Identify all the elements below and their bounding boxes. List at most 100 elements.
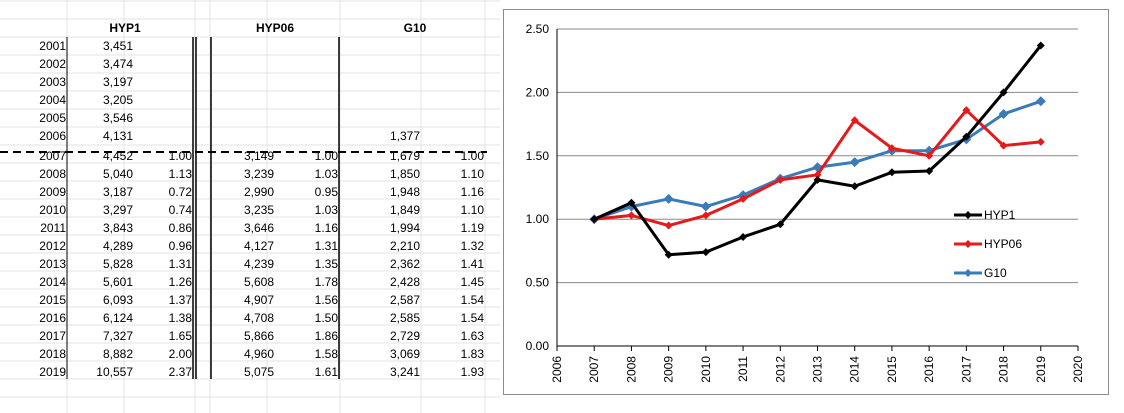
cell-year[interactable]: 2001 [39,39,66,53]
data-point-hyp1[interactable] [627,198,636,207]
cell-hyp06[interactable]: 3,235 [243,203,274,217]
cell-hyp06-ratio[interactable]: 1.03 [314,167,338,181]
cell-hyp1[interactable]: 6,124 [102,311,133,325]
data-point-hyp06[interactable] [813,170,822,179]
cell-hyp06[interactable]: 5,075 [243,365,274,379]
cell-g10-ratio[interactable]: 1.54 [460,293,484,307]
cell-g10-ratio[interactable]: 1.32 [460,239,484,253]
cell-hyp1-ratio[interactable]: 2.00 [168,347,192,361]
cell-hyp1[interactable]: 3,451 [102,39,133,53]
cell-hyp1[interactable]: 3,474 [102,57,133,71]
data-point-g10[interactable] [1035,96,1046,107]
data-point-hyp06[interactable] [627,211,636,220]
cell-hyp06[interactable]: 4,127 [243,239,274,253]
cell-g10-ratio[interactable]: 1.00 [460,149,484,163]
cell-hyp06[interactable]: 3,239 [243,167,274,181]
data-point-hyp06[interactable] [1036,137,1045,146]
data-point-hyp06[interactable] [850,116,859,125]
cell-g10[interactable]: 2,210 [389,239,420,253]
cell-hyp06[interactable]: 3,646 [243,221,274,235]
cell-g10[interactable]: 1,948 [389,185,420,199]
cell-hyp1-ratio[interactable]: 1.26 [168,275,192,289]
cell-g10[interactable]: 2,585 [389,311,420,325]
cell-hyp1[interactable]: 8,882 [102,347,133,361]
cell-hyp1-ratio[interactable]: 0.72 [168,185,192,199]
cell-year[interactable]: 2003 [39,75,66,89]
cell-hyp06-ratio[interactable]: 1.00 [314,149,338,163]
cell-hyp06[interactable]: 5,608 [243,275,274,289]
chart-area[interactable]: 0.00 0.50 1.00 1.50 2.00 2.50 2006 2007 2008 2009… [503,9,1109,395]
data-point-hyp1[interactable] [962,132,971,141]
data-point-hyp06[interactable] [664,221,673,230]
cell-hyp1[interactable]: 3,187 [102,185,133,199]
cell-g10[interactable]: 1,994 [389,221,420,235]
cell-g10[interactable]: 1,377 [389,129,420,143]
cell-hyp06[interactable]: 2,990 [243,185,274,199]
cell-year[interactable]: 2002 [39,57,66,71]
data-point-hyp1[interactable] [701,248,710,257]
cell-hyp1[interactable]: 5,601 [102,275,133,289]
data-point-hyp1[interactable] [813,175,822,184]
data-point-g10[interactable] [663,193,674,204]
cell-hyp06-ratio[interactable]: 1.61 [314,365,338,379]
data-point-hyp1[interactable] [739,232,748,241]
cell-year[interactable]: 2012 [39,239,66,253]
cell-hyp06[interactable]: 4,907 [243,293,274,307]
cell-g10-ratio[interactable]: 1.54 [460,311,484,325]
cell-hyp1[interactable]: 3,197 [102,75,133,89]
data-point-hyp1[interactable] [999,88,1008,97]
cell-hyp06-ratio[interactable]: 1.50 [314,311,338,325]
data-point-g10[interactable] [998,108,1009,119]
cell-year[interactable]: 2013 [39,257,66,271]
cell-g10[interactable]: 1,679 [389,149,420,163]
cell-g10[interactable]: 2,729 [389,329,420,343]
cell-year[interactable]: 2018 [39,347,66,361]
data-point-hyp1[interactable] [925,167,934,176]
cell-hyp1[interactable]: 7,327 [102,329,133,343]
cell-hyp1-ratio[interactable]: 2.37 [168,365,192,379]
cell-g10[interactable]: 1,849 [389,203,420,217]
cell-year[interactable]: 2007 [39,149,66,163]
cell-hyp06-ratio[interactable]: 1.31 [314,239,338,253]
cell-hyp06[interactable]: 3,149 [243,149,274,163]
cell-hyp1[interactable]: 6,093 [102,293,133,307]
data-point-hyp06[interactable] [999,141,1008,150]
cell-g10-ratio[interactable]: 1.83 [460,347,484,361]
cell-hyp06-ratio[interactable]: 1.16 [314,221,338,235]
cell-g10-ratio[interactable]: 1.10 [460,167,484,181]
cell-hyp06[interactable]: 4,960 [243,347,274,361]
cell-hyp1[interactable]: 3,297 [102,203,133,217]
cell-g10[interactable]: 3,069 [389,347,420,361]
cell-year[interactable]: 2010 [39,203,66,217]
cell-hyp06[interactable]: 4,239 [243,257,274,271]
cell-year[interactable]: 2009 [39,185,66,199]
cell-g10-ratio[interactable]: 1.93 [460,365,484,379]
data-point-hyp1[interactable] [776,220,785,229]
data-point-hyp06[interactable] [739,194,748,203]
cell-g10-ratio[interactable]: 1.16 [460,185,484,199]
data-point-g10[interactable] [849,157,860,168]
cell-g10-ratio[interactable]: 1.19 [460,221,484,235]
data-point-g10[interactable] [700,201,711,212]
cell-year[interactable]: 2015 [39,293,66,307]
cell-hyp1-ratio[interactable]: 1.37 [168,293,192,307]
cell-hyp06[interactable]: 4,708 [243,311,274,325]
cell-year[interactable]: 2005 [39,111,66,125]
cell-hyp1[interactable]: 4,452 [102,149,133,163]
cell-hyp1-ratio[interactable]: 0.74 [168,203,192,217]
data-point-hyp1[interactable] [590,215,599,224]
cell-year[interactable]: 2014 [39,275,66,289]
cell-hyp06-ratio[interactable]: 0.95 [314,185,338,199]
cell-hyp06-ratio[interactable]: 1.86 [314,329,338,343]
cell-hyp1-ratio[interactable]: 1.38 [168,311,192,325]
cell-hyp1[interactable]: 10,557 [96,365,133,379]
data-point-hyp06[interactable] [887,144,896,153]
cell-year[interactable]: 2019 [39,365,66,379]
cell-year[interactable]: 2006 [39,129,66,143]
cell-g10[interactable]: 2,428 [389,275,420,289]
cell-hyp06[interactable]: 5,866 [243,329,274,343]
cell-g10-ratio[interactable]: 1.10 [460,203,484,217]
cell-hyp1[interactable]: 3,843 [102,221,133,235]
cell-year[interactable]: 2004 [39,93,66,107]
cell-hyp06-ratio[interactable]: 1.56 [314,293,338,307]
